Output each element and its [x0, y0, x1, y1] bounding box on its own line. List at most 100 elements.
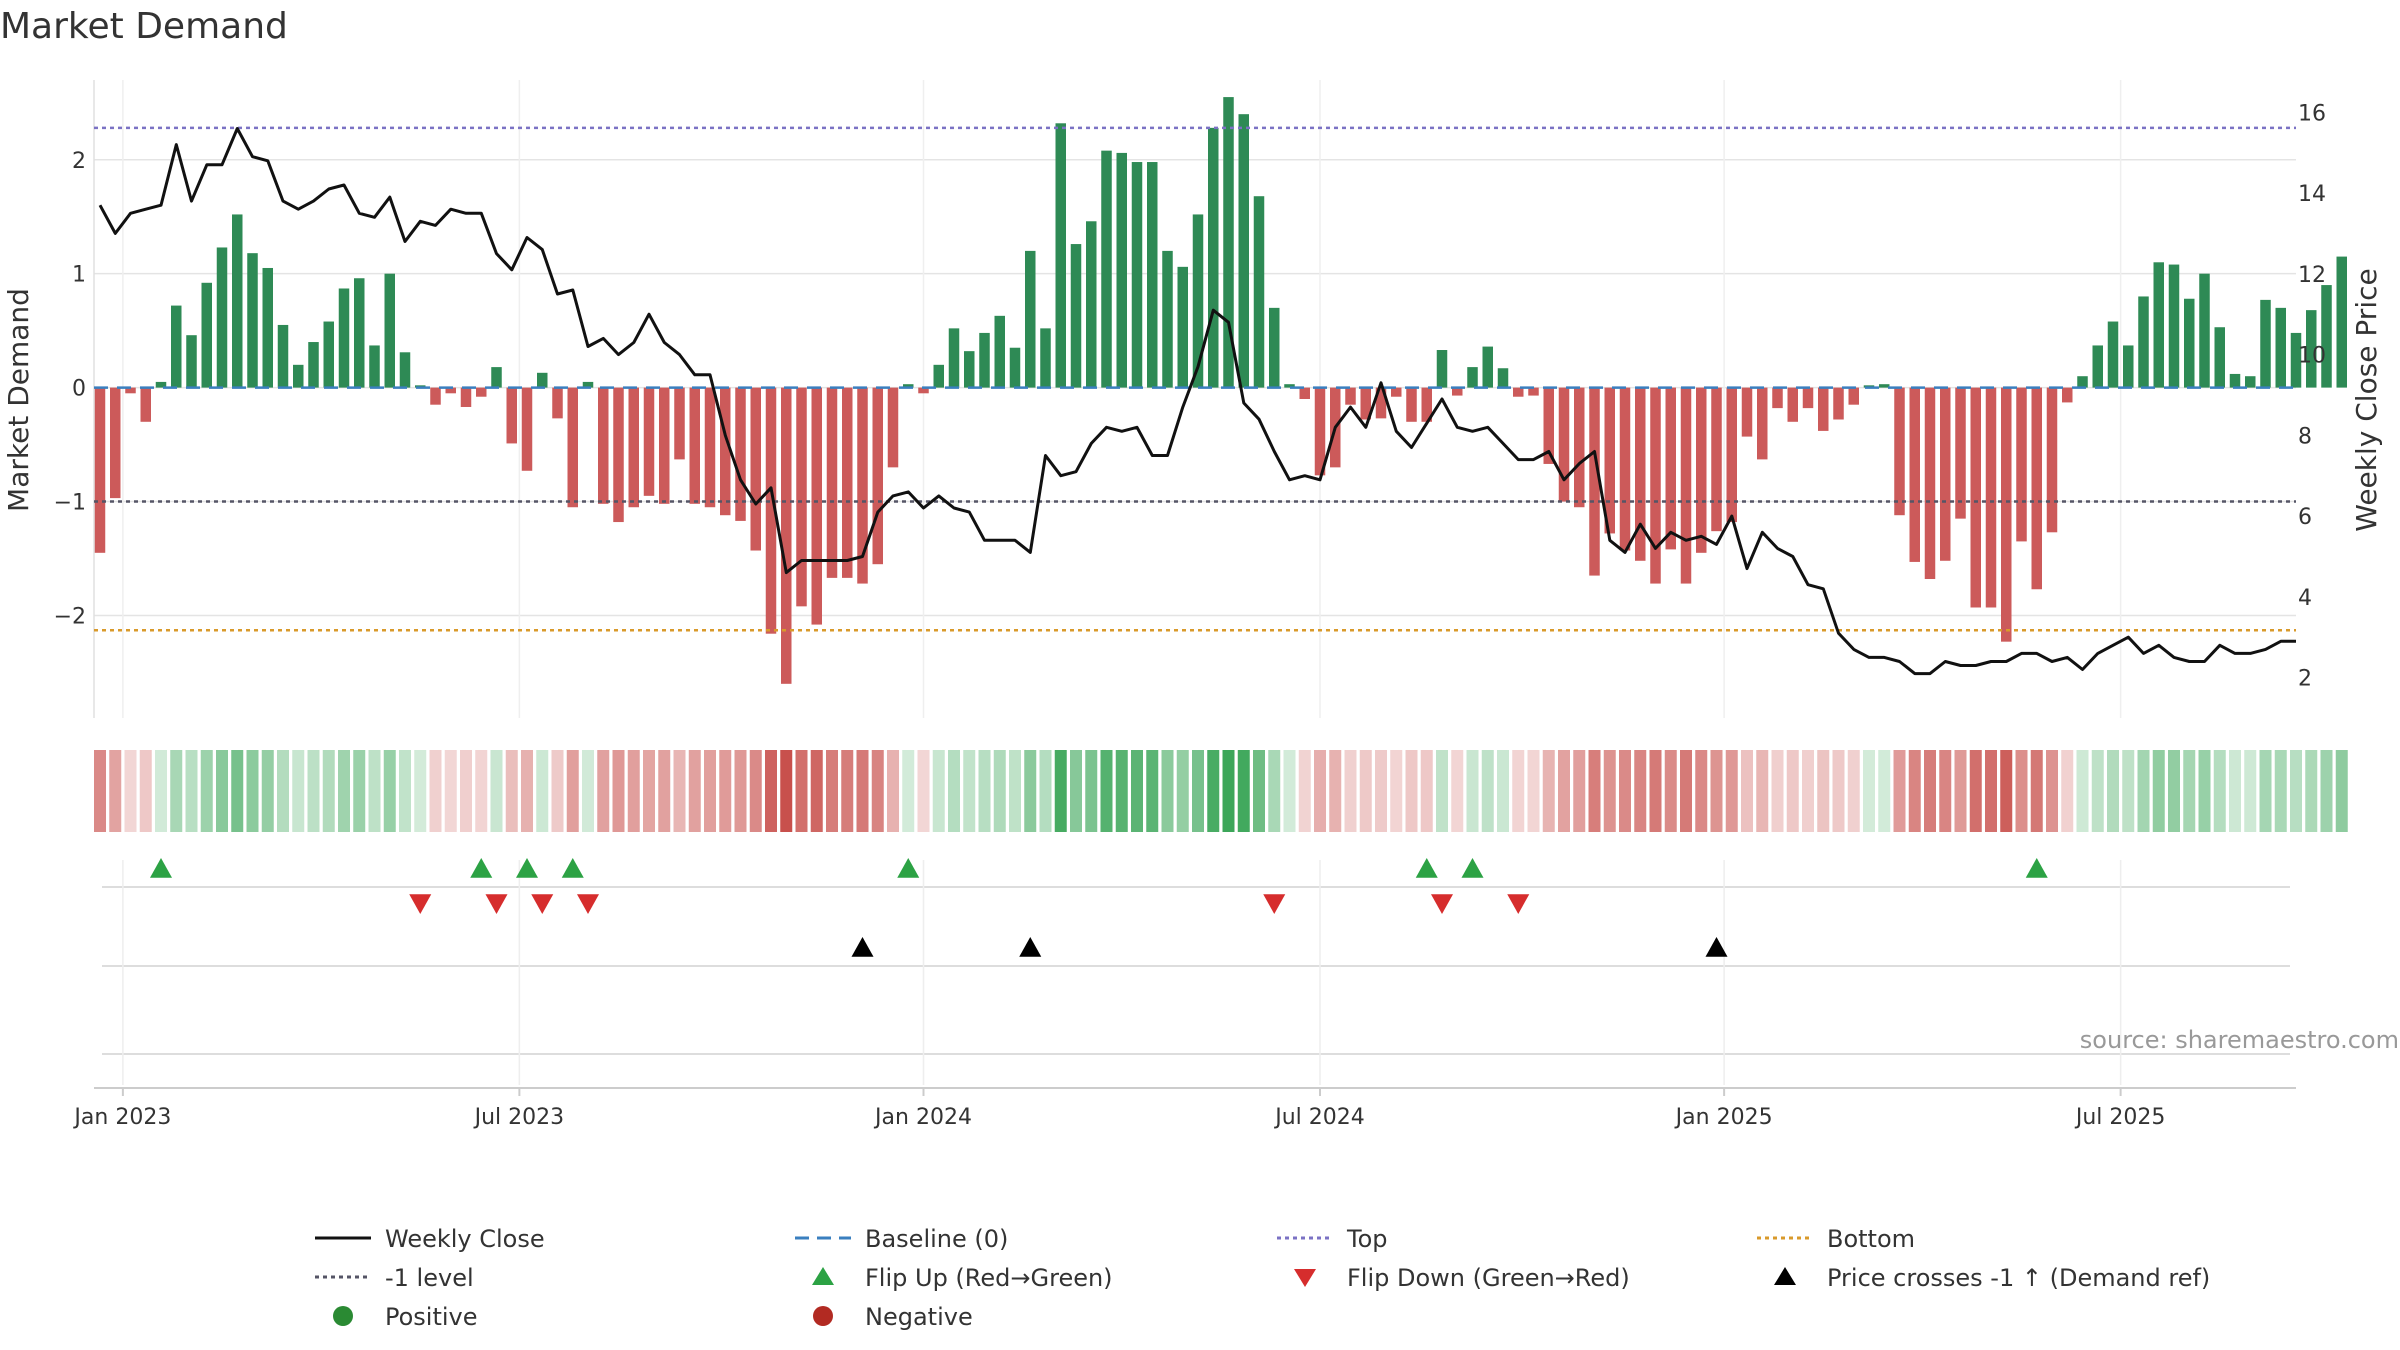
heatstrip-cell [1253, 750, 1265, 832]
demand-bar [1757, 387, 1768, 460]
heatstrip-cell [1725, 750, 1738, 832]
legend-label: Weekly Close [385, 1225, 545, 1253]
demand-bar [2260, 299, 2271, 388]
demand-bar [842, 387, 853, 578]
heatstrip-cell [1192, 750, 1204, 832]
heatstrip-cell [1039, 750, 1052, 832]
demand-bar [643, 387, 655, 496]
right-tick-label: 2 [2298, 667, 2312, 692]
demand-bar [2031, 387, 2042, 590]
demand-bar [872, 387, 883, 565]
heatstrip-cell [246, 750, 259, 832]
heatstrip-cell [1756, 750, 1769, 832]
heatstrip-cell [1802, 750, 1814, 832]
demand-bar [948, 328, 960, 388]
heatstrip-cell [1832, 750, 1845, 832]
demand-bar [1009, 347, 1021, 388]
demand-bar [2107, 321, 2119, 388]
demand-bar [186, 335, 197, 388]
heatstrip-cell [871, 750, 884, 832]
heatstrip-cell [307, 750, 320, 832]
demand-bar [1970, 387, 1981, 608]
heatstrip-cell [2000, 750, 2013, 832]
x-tick-label: Jul 2023 [473, 1105, 565, 1130]
heatstrip-cell [1131, 750, 1143, 832]
demand-bar [2077, 376, 2088, 388]
heatstrip-cell [1634, 750, 1647, 832]
demand-bar [1040, 328, 1051, 388]
flip-down-marker [1507, 894, 1530, 914]
left-axis-label: Market Demand [2, 288, 35, 512]
heatstrip-cell [1024, 750, 1037, 832]
weekly-close-line [98, 127, 2296, 676]
demand-bar [308, 342, 319, 388]
left-tick-label: 0 [72, 377, 86, 402]
heatstrip-cell [1619, 750, 1631, 832]
demand-bar [796, 387, 807, 607]
demand-bar [1208, 127, 1219, 388]
heatstrip-cell [1512, 750, 1525, 832]
heatstrip-cell [902, 750, 915, 832]
heatstrip-cell [444, 750, 457, 832]
heatstrip-cell [2274, 750, 2287, 832]
heatstrip-cell [2122, 750, 2135, 832]
demand-bar [110, 387, 121, 499]
heatstrip-cell [749, 750, 762, 832]
heatstrip-cell [1237, 750, 1250, 832]
heatstrip-cell [1985, 750, 1997, 832]
legend-item: Baseline (0) [795, 1225, 1008, 1253]
heatstrip-cell [2168, 750, 2180, 832]
source-note: source: sharemaestro.com [2080, 1026, 2399, 1054]
demand-bar [2245, 376, 2256, 388]
demand-bar [1101, 150, 1112, 388]
grid-lines [93, 80, 2296, 718]
heatstrip-cell [1466, 750, 1479, 832]
demand-bar [155, 381, 167, 388]
heatstrip-cell [1924, 750, 1936, 832]
right-axis-ticks: 16 14 12 10 8 6 4 2 [2298, 101, 2326, 691]
price-cross-marker [1705, 937, 1728, 957]
flip-up-marker [516, 858, 538, 878]
demand-bar [1787, 387, 1798, 422]
heatstrip-cell [338, 750, 350, 832]
heatstrip-cell [1664, 750, 1677, 832]
demand-bar [1650, 387, 1661, 584]
legend-label: Flip Up (Red→Green) [865, 1264, 1113, 1292]
heatstrip-cell [1085, 750, 1098, 832]
heatstrip-cell [353, 750, 366, 832]
legend-label: -1 level [385, 1264, 474, 1292]
demand-bar [2062, 387, 2073, 403]
heatstrip-cell [170, 750, 183, 832]
heatstrip-cell [963, 750, 976, 832]
demand-bar [933, 364, 944, 388]
heatstrip-cell [1420, 750, 1433, 832]
heatstrip-cell [1863, 750, 1875, 832]
right-tick-label: 6 [2298, 505, 2312, 530]
heatstrip-cell [719, 750, 732, 832]
demand-bar [1070, 244, 1082, 388]
demand-bar [613, 387, 624, 523]
demand-bar [2123, 345, 2134, 388]
demand-bar [369, 345, 380, 388]
legend-swatch-triangle-down [1294, 1269, 1316, 1287]
heatstrip-cell [1603, 750, 1616, 832]
x-tick-label: Jan 2025 [1674, 1105, 1773, 1130]
legend-item: Top [1277, 1225, 1388, 1253]
heatstrip-cell [2152, 750, 2165, 832]
legend-label: Price crosses -1 ↑ (Demand ref) [1827, 1264, 2210, 1292]
flip-up-marker [470, 858, 493, 878]
demand-bar [1558, 387, 1570, 502]
demand-bar [1253, 196, 1265, 388]
demand-bar [2214, 327, 2225, 388]
heatstrip-cell [1176, 750, 1189, 832]
legend-item: Flip Down (Green→Red) [1294, 1264, 1630, 1292]
right-tick-label: 4 [2298, 586, 2312, 611]
legend-item: Price crosses -1 ↑ (Demand ref) [1774, 1264, 2210, 1292]
demand-bar [628, 387, 639, 508]
heatstrip-cell [1878, 750, 1891, 832]
heatstrip-cell [841, 750, 854, 832]
right-tick-label: 16 [2298, 101, 2326, 126]
demand-bar [2016, 387, 2027, 542]
demand-bar [857, 387, 868, 584]
